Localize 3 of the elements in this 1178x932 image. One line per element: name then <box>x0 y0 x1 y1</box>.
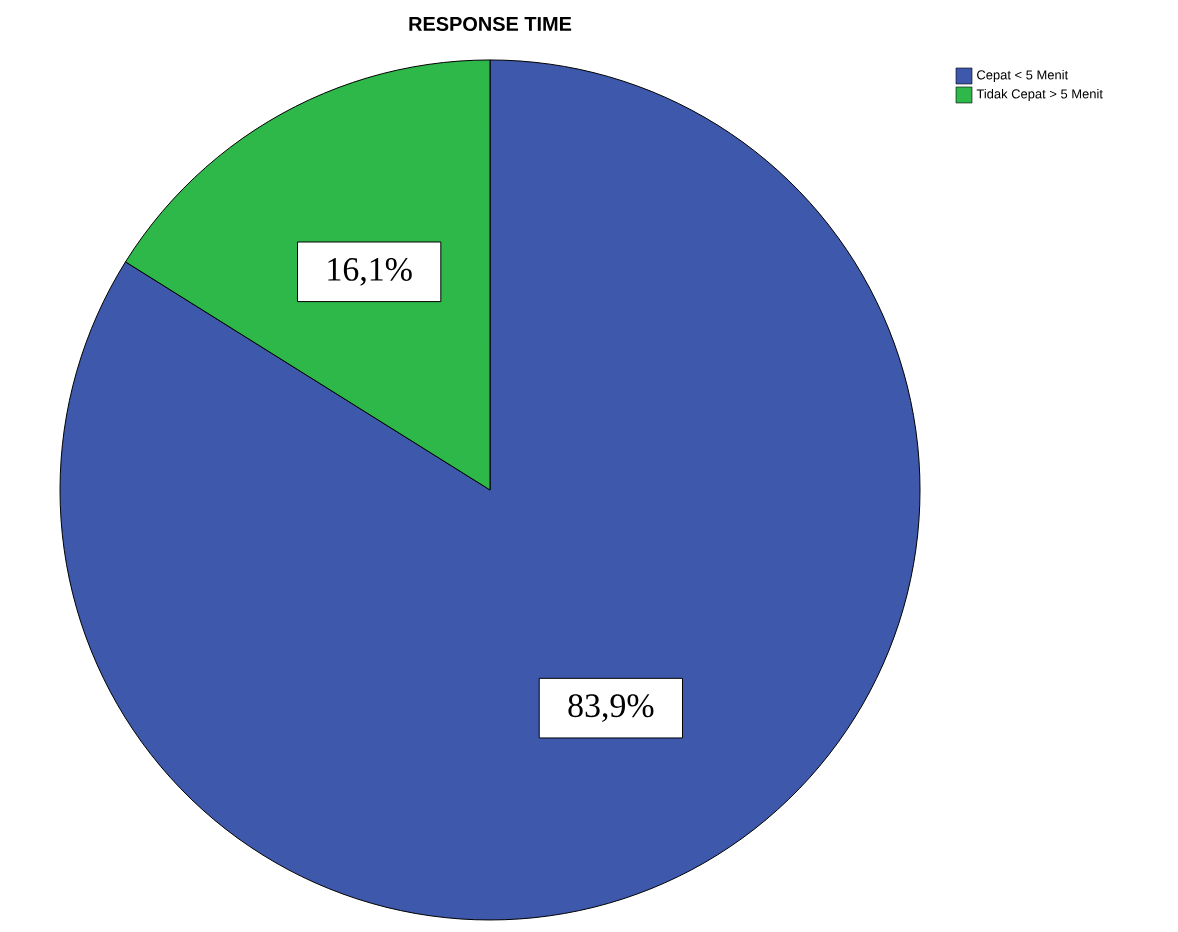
data-label: 16,1% <box>328 257 412 286</box>
chart-title: RESPONSE TIME <box>409 16 572 32</box>
data-label: 83,9% <box>568 694 654 723</box>
